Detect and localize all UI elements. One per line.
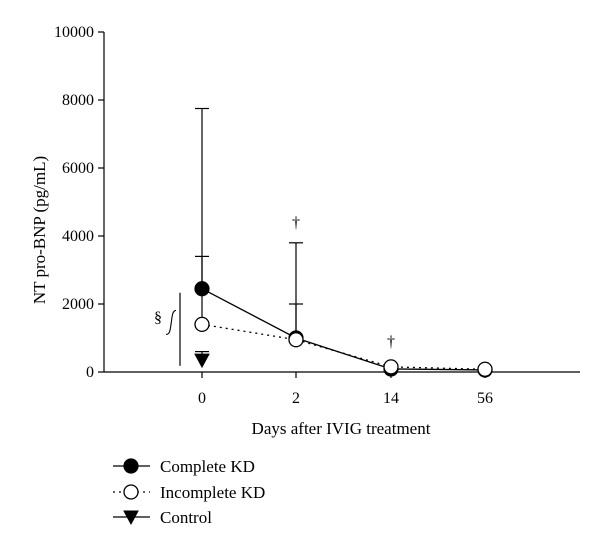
data-point bbox=[384, 360, 398, 374]
y-tick-label: 6000 bbox=[62, 160, 94, 177]
y-tick-label: 8000 bbox=[62, 92, 94, 109]
x-tick-label: 0 bbox=[198, 390, 206, 407]
integral-mark bbox=[166, 310, 176, 334]
legend-marker bbox=[124, 459, 138, 473]
x-tick-label: 2 bbox=[292, 390, 300, 407]
legend: Complete KD Incomplete KD Control bbox=[113, 457, 265, 527]
data-point bbox=[195, 354, 209, 367]
legend-label: Incomplete KD bbox=[160, 483, 265, 502]
data-point bbox=[289, 333, 303, 347]
significance-symbol: § bbox=[154, 309, 162, 326]
significance-dagger: † bbox=[387, 334, 395, 351]
y-tick-label: 10000 bbox=[54, 24, 94, 41]
series-line bbox=[202, 289, 485, 370]
series-line bbox=[202, 324, 485, 369]
y-axis-title: NT pro-BNP (pg/mL) bbox=[30, 156, 49, 304]
legend-label: Complete KD bbox=[160, 457, 255, 476]
data-point bbox=[195, 317, 209, 331]
significance-dagger: † bbox=[292, 215, 300, 232]
series-markers bbox=[195, 282, 492, 377]
x-ticks: 0 2 14 56 bbox=[198, 372, 493, 407]
y-tick-label: 0 bbox=[86, 364, 94, 381]
axes bbox=[104, 32, 580, 372]
data-point bbox=[478, 362, 492, 376]
x-axis-title: Days after IVIG treatment bbox=[252, 419, 431, 438]
legend-label: Control bbox=[160, 508, 212, 527]
data-point bbox=[195, 282, 209, 296]
legend-marker bbox=[124, 485, 138, 499]
y-tick-label: 4000 bbox=[62, 228, 94, 245]
x-tick-label: 56 bbox=[477, 390, 493, 407]
y-ticks: 0 2000 4000 6000 8000 10000 bbox=[54, 24, 104, 381]
y-tick-label: 2000 bbox=[62, 296, 94, 313]
annotations: † † § bbox=[154, 215, 395, 366]
x-tick-label: 14 bbox=[383, 390, 399, 407]
error-bars bbox=[195, 109, 303, 361]
series-lines bbox=[202, 289, 485, 370]
